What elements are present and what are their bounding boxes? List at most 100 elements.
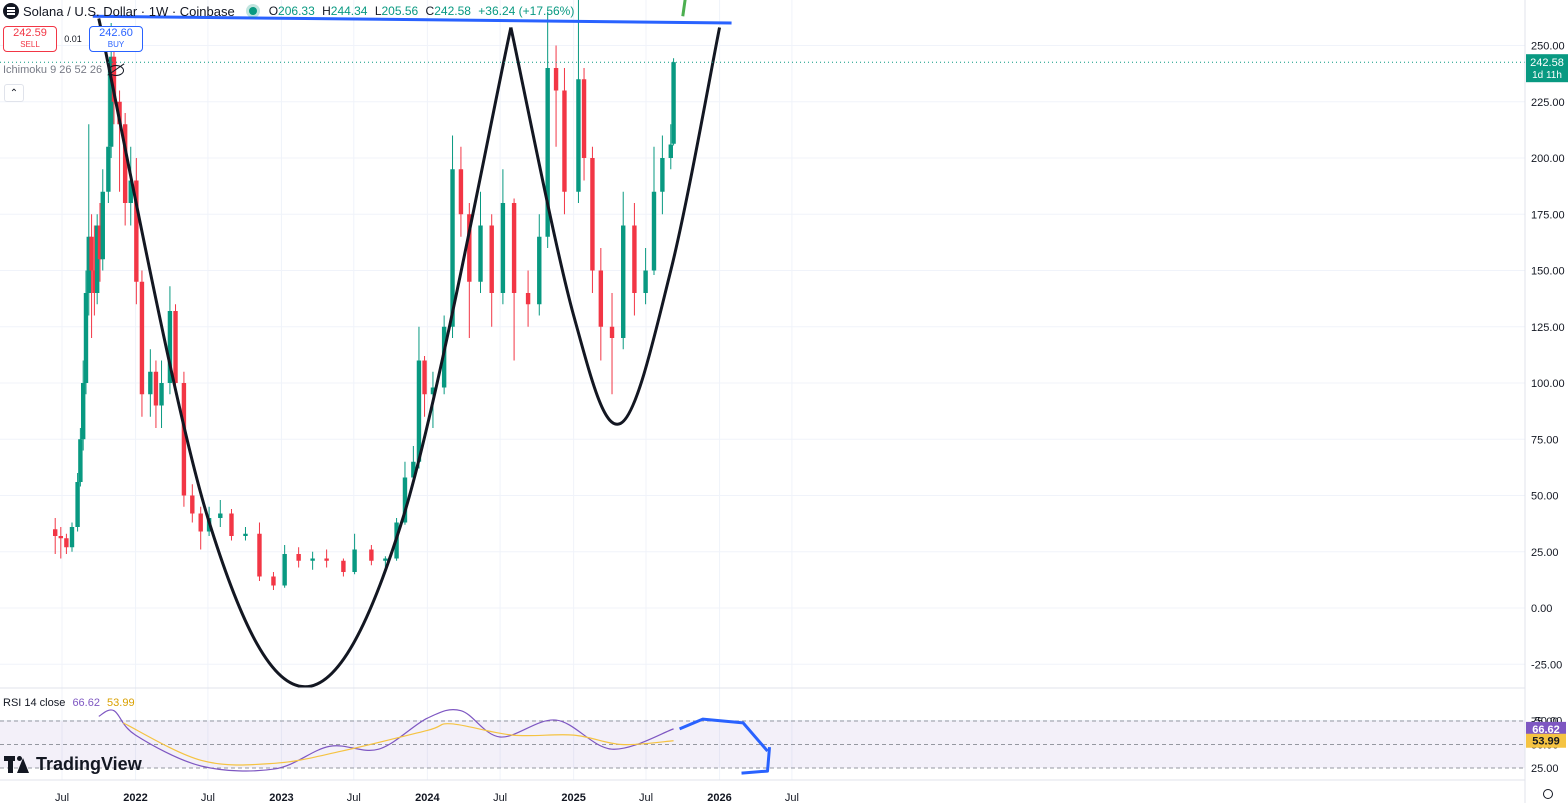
time-tick-label: Jul [639, 792, 653, 803]
ohlc-h-value: 244.34 [330, 4, 368, 18]
market-open-icon [248, 7, 257, 15]
candle [632, 203, 637, 316]
candle-body [668, 144, 673, 158]
sell-label: SELL [20, 40, 40, 49]
rsi-legend: RSI 14 close 66.62 53.99 [3, 697, 135, 709]
price-tick-label: 25.00 [1531, 547, 1559, 559]
rsi-value-badge-label: 66.62 [1532, 724, 1560, 736]
last-price-badge [1526, 54, 1568, 83]
candle [97, 203, 103, 282]
candle-body [525, 293, 531, 305]
candle [352, 533, 357, 575]
candle-body [97, 225, 103, 260]
candle [128, 146, 133, 226]
candle-body [383, 558, 388, 561]
last-price-label: 242.58 [1530, 57, 1564, 69]
time-tick-label: Jul [785, 792, 799, 803]
sell-button[interactable]: 242.59 SELL [3, 26, 57, 52]
candle [75, 473, 80, 532]
price-tick-label: 100.00 [1531, 378, 1565, 390]
hide-eye-icon[interactable] [108, 64, 125, 76]
candle [489, 214, 494, 327]
branding-text: TradingView [36, 754, 142, 774]
candle [621, 191, 626, 350]
candle-body [181, 383, 187, 496]
candle [257, 522, 262, 581]
candle-body [632, 225, 637, 293]
candle-body [609, 326, 615, 338]
candle [643, 248, 648, 305]
rsi-label[interactable]: RSI 14 close [3, 697, 66, 709]
candle-body [128, 180, 133, 203]
time-tick-label: 2025 [561, 792, 585, 803]
candle-body [173, 311, 178, 383]
buy-button[interactable]: 242.60 BUY [89, 26, 143, 52]
candle [341, 558, 346, 577]
spread-value: 0.01 [64, 34, 82, 44]
candle [106, 68, 111, 203]
candle-body [598, 270, 604, 327]
candle [671, 58, 676, 146]
ohlc-change: +36.24 (+17.56%) [478, 4, 575, 18]
candle-body [257, 533, 262, 577]
candle-body [106, 146, 111, 192]
candle [282, 545, 287, 588]
rsi-line [98, 709, 674, 772]
candle [369, 545, 374, 566]
candle-body [198, 513, 203, 532]
candle-body [134, 180, 139, 282]
candle [458, 146, 464, 237]
ohlc-l-label: L [374, 4, 382, 18]
candle [609, 293, 615, 395]
time-tick-label: 2024 [415, 792, 440, 803]
time-tick-label: Jul [201, 792, 215, 803]
handle-curve [509, 27, 722, 426]
candle-body [94, 225, 100, 293]
candle-body [218, 513, 223, 518]
candle [181, 371, 187, 507]
price-tick-label: -25.00 [1531, 659, 1562, 671]
price-tick-label: 200.00 [1531, 153, 1565, 165]
rsi-projection-arrow [678, 717, 769, 753]
price-tick-label: 250.00 [1531, 41, 1565, 53]
candle [383, 556, 388, 568]
rsi-lines [98, 709, 772, 775]
candle [296, 547, 301, 568]
candle-body [422, 360, 427, 395]
candle-body [581, 79, 587, 158]
rsi-projection-arrowhead [741, 746, 772, 775]
candle-body [416, 360, 422, 462]
candle [58, 527, 64, 559]
candle-body [590, 158, 595, 271]
candle-body [537, 236, 542, 305]
collapse-legend-button[interactable]: ⌃ [4, 84, 24, 102]
ohlc-h-label: H [322, 4, 331, 18]
candle-body [478, 225, 483, 282]
candle-body [190, 495, 195, 514]
candle-body [352, 549, 357, 572]
time-tick-label: 2026 [707, 792, 731, 803]
settings-gear-icon[interactable] [1543, 789, 1553, 799]
ichimoku-label[interactable]: Ichimoku 9 26 52 26 [3, 64, 103, 76]
candle-body [511, 203, 517, 293]
rsi-ma-line [122, 722, 674, 766]
trade-panel: 242.59 SELL 0.01 242.60 BUY [3, 26, 143, 52]
buy-price: 242.60 [99, 27, 133, 39]
chart-header: Solana / U.S. Dollar · 1W · Coinbase O20… [0, 0, 578, 22]
candle [89, 214, 94, 338]
candle [660, 135, 665, 215]
symbol-title[interactable]: Solana / U.S. Dollar · 1W · Coinbase [23, 3, 235, 19]
tradingview-logo[interactable]: TradingView [4, 754, 142, 775]
candle-body [229, 513, 234, 536]
candle-body [78, 439, 83, 482]
candle-body [576, 79, 581, 192]
buy-label: BUY [107, 40, 125, 49]
candle-body [458, 169, 464, 215]
candle-body [411, 461, 416, 478]
candle [576, 0, 581, 203]
candle [153, 360, 159, 428]
candle-body [489, 225, 494, 293]
candle-body [100, 191, 105, 260]
cup-curve [97, 18, 513, 689]
